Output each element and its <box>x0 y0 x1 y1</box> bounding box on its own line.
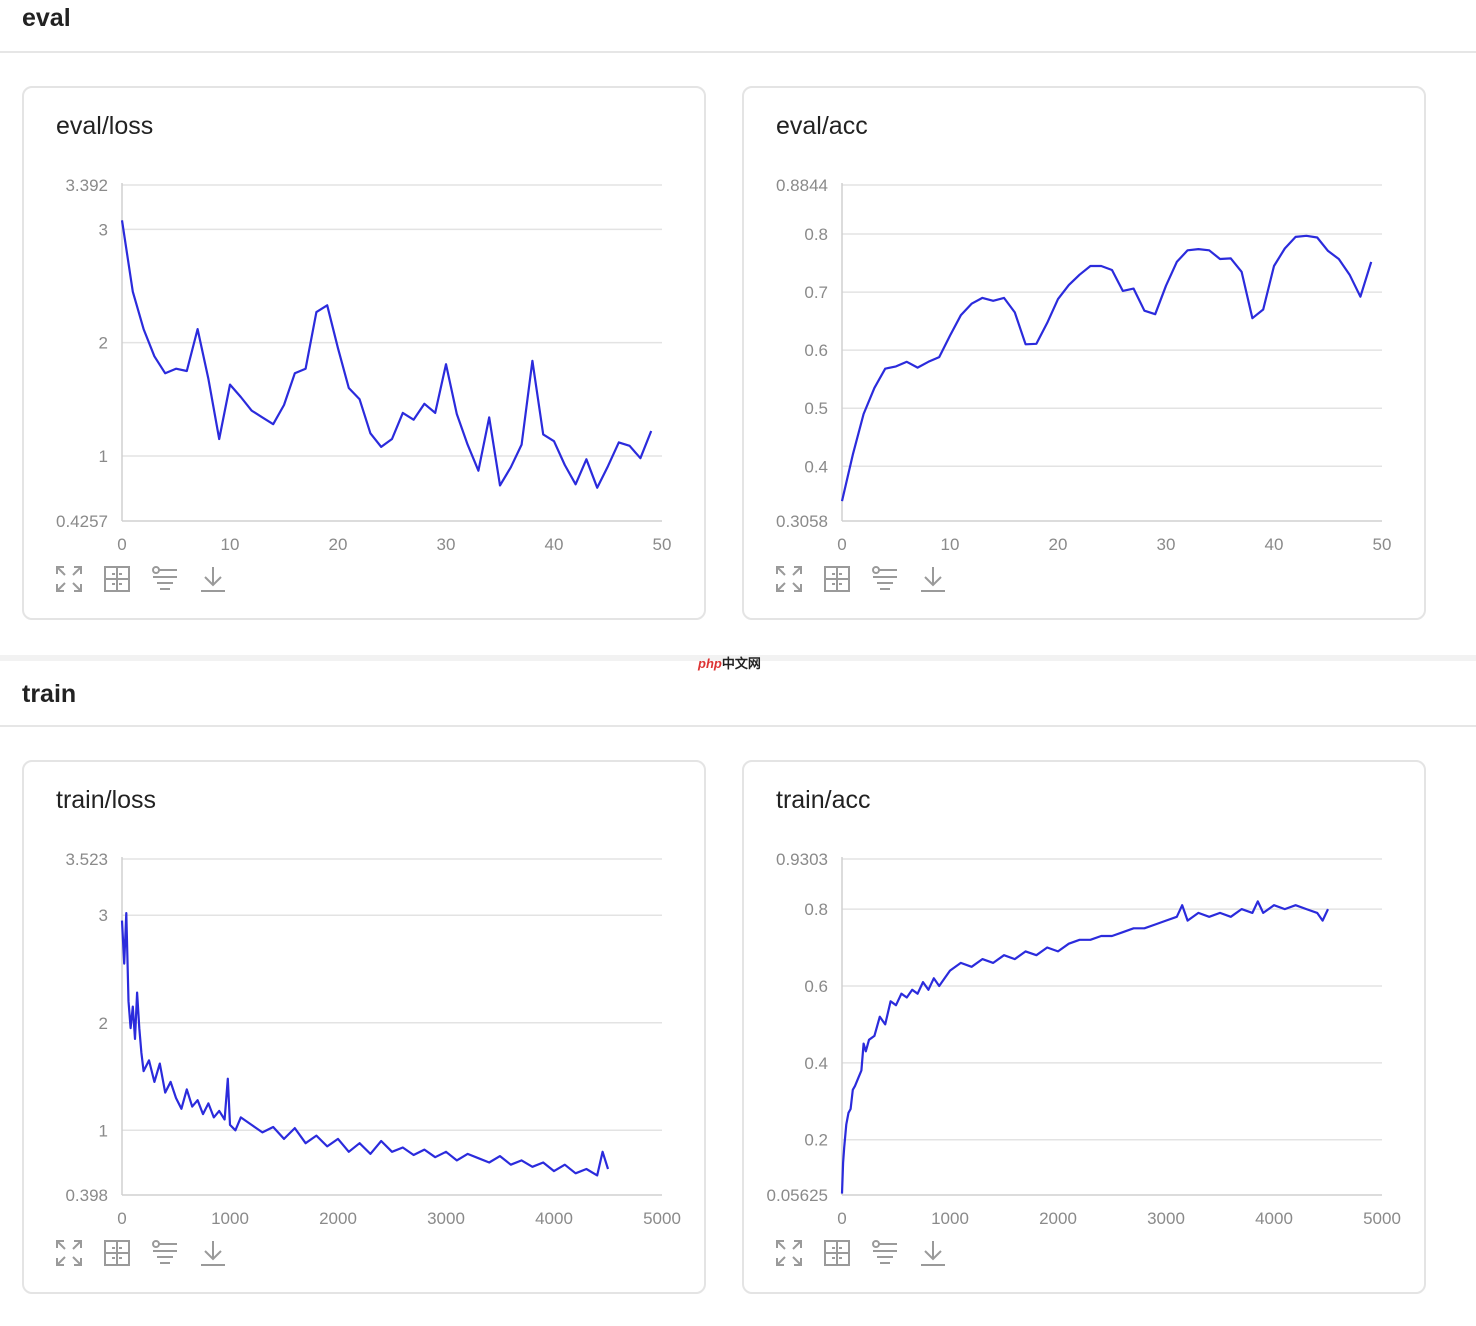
section-divider <box>0 725 1476 727</box>
fullscreen-icon[interactable] <box>774 1238 804 1268</box>
chart-card-train-loss: train/loss 3.523 3 2 1 0.398 0 1000 2000 3000 400… <box>22 760 706 1294</box>
y-tick-label: 0.4 <box>804 457 828 476</box>
x-tick-label: 4000 <box>535 1209 573 1228</box>
series-line[interactable] <box>840 234 1373 502</box>
chart-title: eval/acc <box>776 112 868 140</box>
x-tick-label: 2000 <box>1039 1209 1077 1228</box>
fit-view-icon[interactable] <box>102 564 132 594</box>
x-tick-label: 50 <box>653 535 672 554</box>
chart-title: eval/loss <box>56 112 154 140</box>
eval-loss-chart[interactable]: 3.392 3 2 1 0.4257 0 10 20 30 40 50 <box>24 88 708 622</box>
x-tick-label: 50 <box>1373 535 1392 554</box>
filter-icon[interactable] <box>150 564 180 594</box>
watermark-logo: php中文网 <box>698 656 761 671</box>
fullscreen-icon[interactable] <box>54 564 84 594</box>
y-tick-label: 0.398 <box>65 1186 108 1205</box>
section-divider <box>0 51 1476 53</box>
y-tick-label: 0.4257 <box>56 512 108 531</box>
x-tick-label: 10 <box>941 535 960 554</box>
filter-icon[interactable] <box>150 1238 180 1268</box>
x-tick-label: 0 <box>117 535 126 554</box>
download-icon[interactable] <box>198 564 228 594</box>
x-tick-label: 5000 <box>1363 1209 1401 1228</box>
section-title-train: train <box>22 680 77 708</box>
x-tick-label: 20 <box>329 535 348 554</box>
x-tick-label: 40 <box>1265 535 1284 554</box>
y-tick-label: 0.6 <box>804 341 828 360</box>
x-tick-label: 10 <box>221 535 240 554</box>
fit-view-icon[interactable] <box>822 1238 852 1268</box>
chart-card-eval-acc: eval/acc 0.8844 0.8 0.7 0.6 0.5 0.4 0.3058 0 10 2… <box>742 86 1426 620</box>
chart-title: train/acc <box>776 786 871 814</box>
x-tick-label: 1000 <box>931 1209 969 1228</box>
y-tick-label: 0.6 <box>804 977 828 996</box>
download-icon[interactable] <box>918 1238 948 1268</box>
y-tick-label: 1 <box>99 1121 108 1140</box>
x-tick-label: 30 <box>1157 535 1176 554</box>
y-tick-label: 1 <box>99 447 108 466</box>
y-tick-label: 0.9303 <box>776 850 828 869</box>
filter-icon[interactable] <box>870 1238 900 1268</box>
fullscreen-icon[interactable] <box>774 564 804 594</box>
y-tick-label: 0.05625 <box>767 1186 828 1205</box>
x-tick-label: 40 <box>545 535 564 554</box>
x-tick-label: 1000 <box>211 1209 249 1228</box>
y-tick-label: 0.5 <box>804 399 828 418</box>
x-tick-label: 4000 <box>1255 1209 1293 1228</box>
fullscreen-icon[interactable] <box>54 1238 84 1268</box>
y-tick-label: 0.8844 <box>776 176 828 195</box>
x-tick-label: 0 <box>117 1209 126 1228</box>
chart-title: train/loss <box>56 786 157 814</box>
y-tick-label: 3.392 <box>65 176 108 195</box>
fit-view-icon[interactable] <box>822 564 852 594</box>
x-tick-label: 20 <box>1049 535 1068 554</box>
x-tick-label: 3000 <box>1147 1209 1185 1228</box>
train-loss-chart[interactable]: 3.523 3 2 1 0.398 0 1000 2000 3000 4000 5000 <box>24 762 708 1296</box>
chart-card-train-acc: train/acc 0.9303 0.8 0.6 0.4 0.2 0.05625 0 1000… <box>742 760 1426 1294</box>
y-tick-label: 0.8 <box>804 225 828 244</box>
y-tick-label: 0.4 <box>804 1054 828 1073</box>
y-tick-label: 3 <box>99 220 108 239</box>
series-line[interactable] <box>120 220 653 489</box>
y-tick-label: 2 <box>99 1014 108 1033</box>
y-tick-label: 0.7 <box>804 283 828 302</box>
y-tick-label: 2 <box>99 334 108 353</box>
x-tick-label: 2000 <box>319 1209 357 1228</box>
y-tick-label: 3 <box>99 906 108 925</box>
eval-acc-chart[interactable]: 0.8844 0.8 0.7 0.6 0.5 0.4 0.3058 0 10 20 30 40 50 <box>744 88 1428 622</box>
section-title-eval: eval <box>22 4 71 32</box>
fit-view-icon[interactable] <box>102 1238 132 1268</box>
section-separator-band <box>0 655 1476 661</box>
download-icon[interactable] <box>918 564 948 594</box>
series-line[interactable] <box>840 900 1329 1194</box>
x-tick-label: 3000 <box>427 1209 465 1228</box>
x-tick-label: 0 <box>837 1209 846 1228</box>
x-tick-label: 0 <box>837 535 846 554</box>
y-tick-label: 3.523 <box>65 850 108 869</box>
chart-card-eval-loss: eval/loss 3.392 3 2 1 0.4257 0 10 20 30 40 50 <box>22 86 706 620</box>
x-tick-label: 30 <box>437 535 456 554</box>
x-tick-label: 5000 <box>643 1209 681 1228</box>
download-icon[interactable] <box>198 1238 228 1268</box>
y-tick-label: 0.3058 <box>776 512 828 531</box>
series-line[interactable] <box>120 912 610 1177</box>
train-acc-chart[interactable]: 0.9303 0.8 0.6 0.4 0.2 0.05625 0 1000 2000 3000 40… <box>744 762 1428 1296</box>
y-tick-label: 0.2 <box>804 1131 828 1150</box>
y-tick-label: 0.8 <box>804 900 828 919</box>
filter-icon[interactable] <box>870 564 900 594</box>
